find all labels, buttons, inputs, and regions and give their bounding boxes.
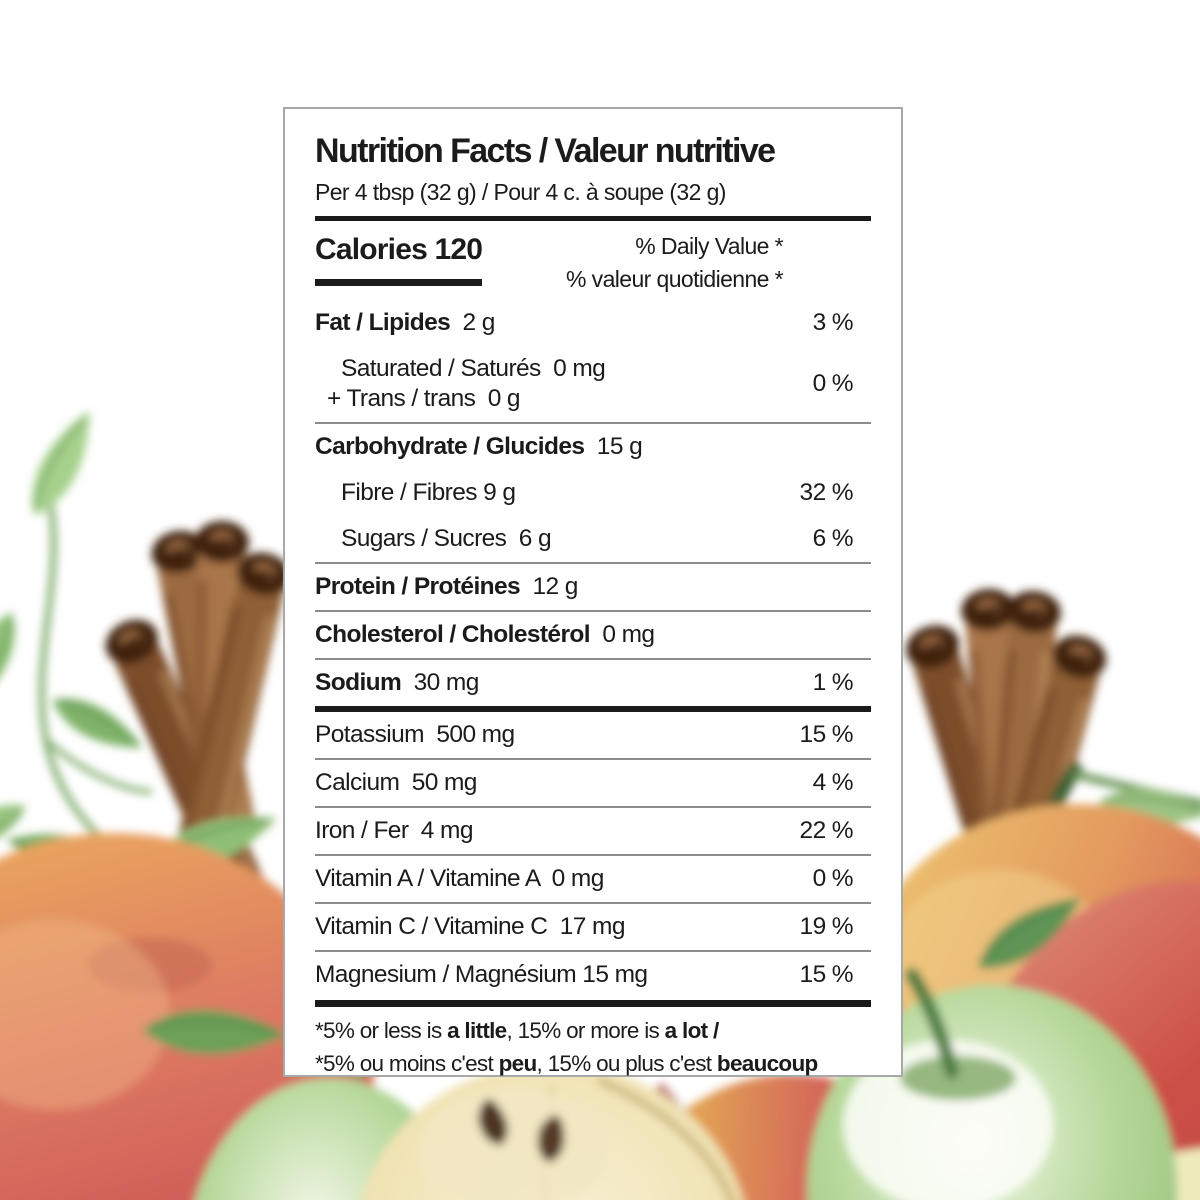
footnote: *5% or less is a little, 15% or more is … (315, 1018, 818, 1076)
nutrient-row: Vitamin C / Vitamine C 17 mg 19 % (315, 902, 871, 950)
calories-value: Calories 120 (315, 230, 483, 286)
nutrient-name: Protein / Protéines 12 g (315, 573, 578, 600)
nutrient-daily-value: 4 % (812, 769, 854, 796)
nutrient-row: Saturated / Saturés 0 mg + Trans / trans … (315, 346, 871, 422)
nutrient-name: Calcium 50 mg (315, 769, 477, 796)
separator-thick-bottom (315, 1000, 871, 1007)
nutrient-daily-value: 22 % (799, 817, 854, 844)
nutrient-row: Magnesium / Magnésium 15 mg 15 % (315, 950, 871, 998)
nutrient-name: Iron / Fer 4 mg (315, 817, 473, 844)
nutrient-row: Fibre / Fibres 9 g 32 % (315, 470, 871, 516)
nutrient-name: Fat / Lipides 2 g (315, 309, 495, 336)
nutrient-name: Saturated / Saturés 0 mg + Trans / trans … (327, 355, 606, 412)
nutrient-daily-value: 0 % (812, 865, 854, 892)
nutrient-row: Fat / Lipides 2 g 3 % (315, 300, 871, 346)
nutrient-row: Carbohydrate / Glucides 15 g (315, 422, 871, 470)
nutrient-name: Potassium 500 mg (315, 721, 515, 748)
nutrient-daily-value: 15 % (799, 961, 854, 988)
daily-value-fr: % valeur quotidienne * (566, 266, 784, 292)
nutrient-name: Carbohydrate / Glucides 15 g (315, 433, 643, 460)
nutrient-row: Cholesterol / Cholestérol 0 mg (315, 610, 871, 658)
separator-thick (315, 216, 871, 221)
nutrient-name: Cholesterol / Cholestérol 0 mg (315, 621, 655, 648)
nutrient-name: Vitamin A / Vitamine A 0 mg (315, 865, 604, 892)
nutrient-daily-value: 1 % (812, 669, 854, 696)
daily-value-en: % Daily Value * (635, 233, 783, 259)
nutrient-row: Sugars / Sucres 6 g 6 % (315, 516, 871, 562)
nutrient-daily-value: 15 % (799, 721, 854, 748)
nutrient-daily-value: 3 % (812, 309, 854, 336)
nutrient-row: Sodium 30 mg 1 % (315, 658, 871, 706)
nutrient-daily-value: 32 % (799, 479, 854, 506)
nutrient-daily-value: 6 % (812, 525, 854, 552)
nutrient-row: Iron / Fer 4 mg 22 % (315, 806, 871, 854)
nutrient-rows: Fat / Lipides 2 g 3 % Saturated / Saturé… (315, 300, 871, 998)
nutrient-row: Calcium 50 mg 4 % (315, 758, 871, 806)
nutrient-daily-value: 0 % (812, 370, 854, 397)
nutrient-name: Magnesium / Magnésium 15 mg (315, 961, 648, 988)
nutrient-name: Sugars / Sucres 6 g (341, 525, 552, 552)
serving-size: Per 4 tbsp (32 g) / Pour 4 c. à soupe (3… (315, 179, 726, 205)
nutrient-row: Vitamin A / Vitamine A 0 mg 0 % (315, 854, 871, 902)
daily-value-header: % Daily Value * % valeur quotidienne * (566, 230, 871, 296)
calories-row: Calories 120 % Daily Value * % valeur qu… (315, 230, 871, 296)
nutrient-name: Vitamin C / Vitamine C 17 mg (315, 913, 625, 940)
nutrient-row: Potassium 500 mg 15 % (315, 706, 871, 758)
nutrient-daily-value: 19 % (799, 913, 854, 940)
nutrient-row: Protein / Protéines 12 g (315, 562, 871, 610)
nutrient-name: Sodium 30 mg (315, 669, 479, 696)
nutrition-facts-panel: Nutrition Facts / Valeur nutritive Per 4… (283, 107, 903, 1077)
panel-title: Nutrition Facts / Valeur nutritive (315, 132, 776, 170)
nutrient-name: Fibre / Fibres 9 g (341, 479, 516, 506)
